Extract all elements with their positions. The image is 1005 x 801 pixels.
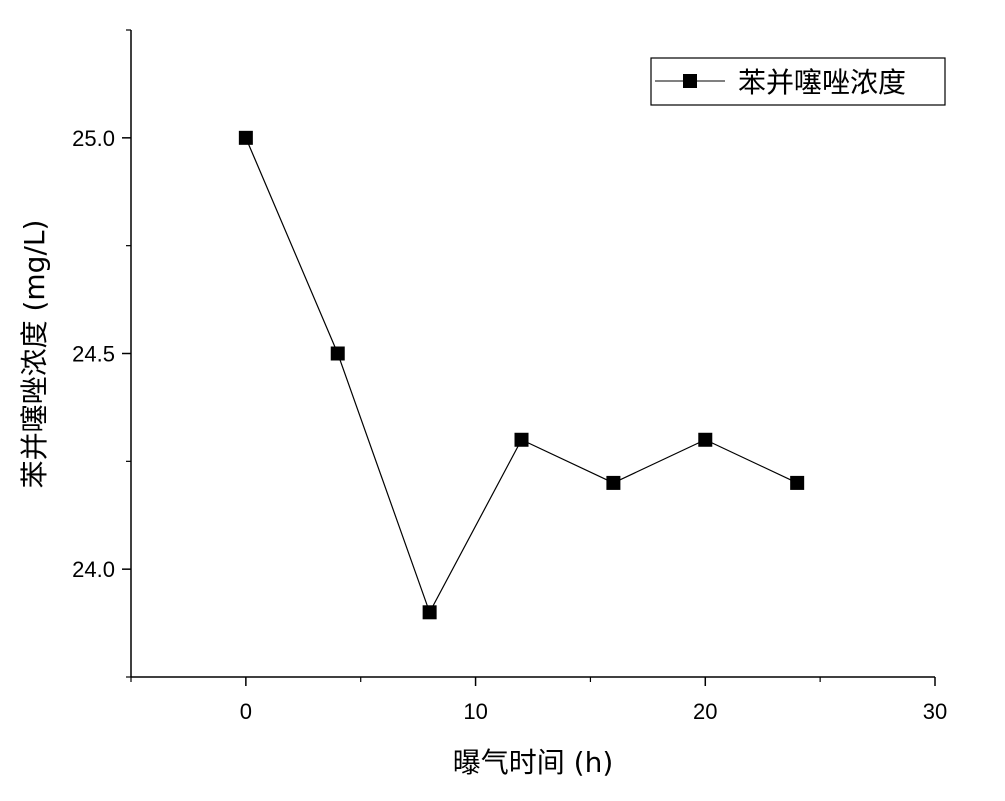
x-tick-label: 30 [923,699,947,724]
y-axis-title: 苯并噻唑浓度 (mg/L) [18,220,51,489]
x-tick-label: 0 [240,699,252,724]
axes [130,30,935,678]
series-line [245,137,798,614]
legend-label: 苯并噻唑浓度 [738,66,906,99]
data-point-marker [606,475,621,490]
legend-marker-square [683,74,697,88]
series-layer [238,130,805,620]
data-point-marker [790,475,805,490]
ticks [122,29,936,686]
tick-labels: 0 10 20 30 24.0 24.5 25.0 [72,126,947,724]
data-point-marker [330,346,345,361]
x-tick-label: 10 [463,699,487,724]
data-point-marker [422,605,437,620]
data-point-marker [514,432,529,447]
data-point-marker [238,130,253,145]
x-axis-title: 曝气时间 (h) [453,746,614,779]
y-tick-label: 24.5 [72,342,115,367]
legend: 苯并噻唑浓度 [650,57,946,106]
y-tick-label: 25.0 [72,126,115,151]
y-tick-label: 24.0 [72,557,115,582]
x-tick-label: 20 [693,699,717,724]
data-point-marker [698,432,713,447]
